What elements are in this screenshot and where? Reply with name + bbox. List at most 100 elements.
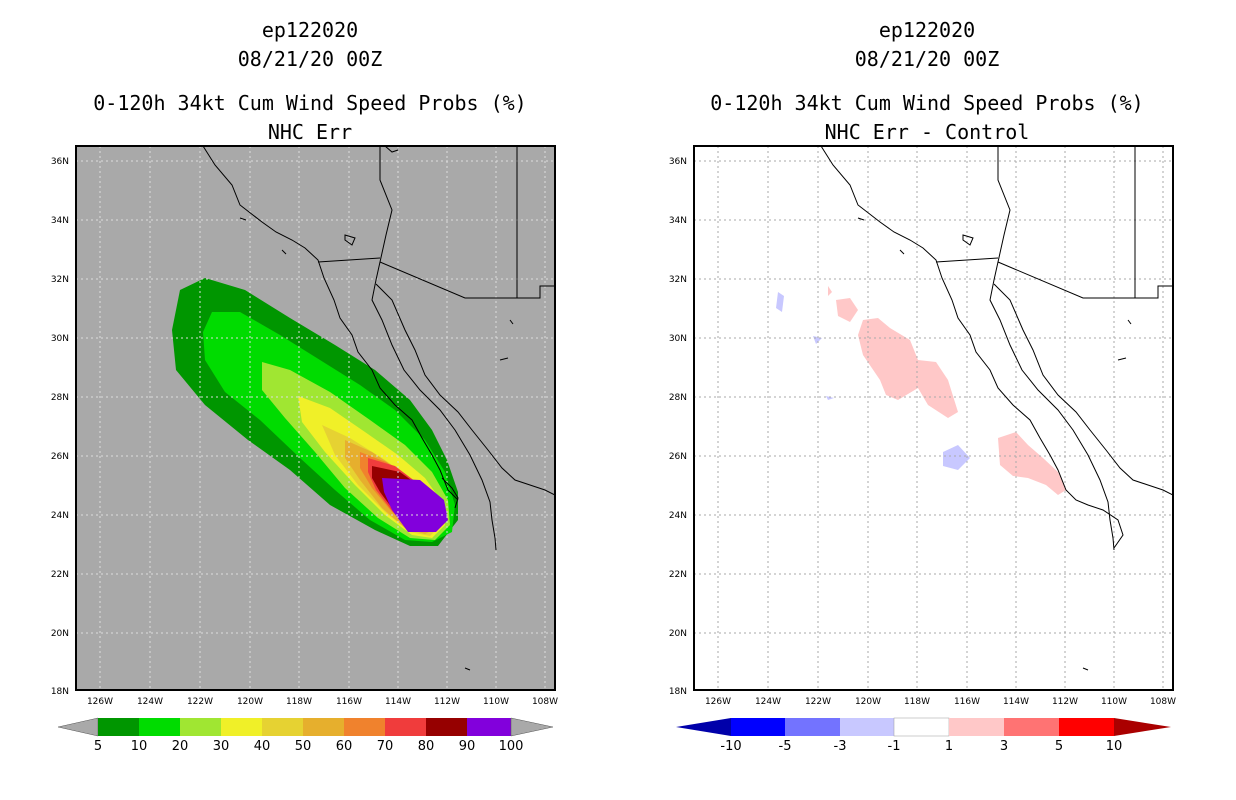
colorbar-label: 40	[254, 739, 271, 754]
colorbar-swatch	[385, 718, 426, 736]
right-map: 36N 34N 32N 30N 28N 26N 24N 22N 20N 18N …	[669, 145, 1176, 754]
colorbar-over-arrow	[1114, 718, 1171, 736]
right-colorbar: -10 -5 -3 -1 1 3 5 10	[676, 717, 1171, 754]
lat-label: 20N	[51, 629, 69, 639]
right-gridlines	[694, 146, 1173, 690]
lon-label: 112W	[434, 697, 460, 707]
colorbar-label: 100	[499, 739, 524, 754]
lon-label: 114W	[1003, 697, 1029, 707]
left-coastlines	[202, 146, 555, 671]
colorbar-label: 1	[945, 739, 953, 754]
right-storm-id: ep122020	[878, 18, 976, 42]
right-difference-contours	[776, 286, 1066, 495]
lat-label: 26N	[51, 452, 69, 462]
right-map-background	[694, 146, 1173, 690]
colorbar-swatch	[180, 718, 221, 736]
colorbar-label: 60	[336, 739, 353, 754]
colorbar-swatch	[467, 718, 511, 736]
colorbar-swatch	[949, 718, 1004, 736]
lat-label: 28N	[669, 393, 687, 403]
lat-label: 20N	[669, 629, 687, 639]
left-date: 08/21/20 00Z	[237, 47, 383, 71]
lat-label: 18N	[51, 687, 69, 697]
colorbar-label: 3	[1000, 739, 1008, 754]
right-subtitle: NHC Err - Control	[824, 120, 1030, 144]
colorbar-swatch	[98, 718, 139, 736]
lon-label: 112W	[1052, 697, 1078, 707]
positive-area	[998, 432, 1066, 495]
colorbar-label: 50	[295, 739, 312, 754]
lat-label: 36N	[669, 157, 687, 167]
lon-label: 124W	[755, 697, 781, 707]
lat-label: 36N	[51, 157, 69, 167]
colorbar-label: 90	[459, 739, 476, 754]
left-lat-axis: 36N 34N 32N 30N 28N 26N 24N 22N 20N 18N	[51, 157, 69, 697]
lon-label: 118W	[904, 697, 930, 707]
colorbar-swatch	[303, 718, 344, 736]
lat-label: 24N	[51, 511, 69, 521]
lat-label: 22N	[669, 570, 687, 580]
right-title: 0-120h 34kt Cum Wind Speed Probs (%)	[710, 91, 1144, 115]
colorbar-label: 10	[131, 739, 148, 754]
colorbar-label: 5	[94, 739, 102, 754]
colorbar-swatch	[1059, 718, 1114, 736]
negative-area	[776, 292, 784, 312]
colorbar-swatch	[344, 718, 385, 736]
colorbar-label: 30	[213, 739, 230, 754]
colorbar-swatch	[1004, 718, 1059, 736]
lon-label: 122W	[805, 697, 831, 707]
lon-label: 110W	[1101, 697, 1127, 707]
left-map: 36N 34N 32N 30N 28N 26N 24N 22N 20N 18N …	[51, 145, 558, 754]
positive-area	[858, 318, 958, 418]
lon-label: 126W	[87, 697, 113, 707]
lat-label: 30N	[669, 334, 687, 344]
colorbar-swatch	[426, 718, 467, 736]
lat-label: 24N	[669, 511, 687, 521]
lat-label: 26N	[669, 452, 687, 462]
lon-label: 116W	[336, 697, 362, 707]
lat-label: 32N	[669, 275, 687, 285]
colorbar-label: 10	[1106, 739, 1123, 754]
lon-label: 114W	[385, 697, 411, 707]
left-colorbar: 5 10 20 30 40 50 60 70 80 90 100	[57, 717, 554, 754]
right-date: 08/21/20 00Z	[854, 47, 1000, 71]
colorbar-under-arrow	[676, 718, 731, 736]
left-storm-id: ep122020	[261, 18, 359, 42]
colorbar-over-arrow	[510, 717, 554, 737]
left-probability-contours	[172, 278, 458, 546]
lon-label: 120W	[237, 697, 263, 707]
positive-area	[828, 286, 832, 296]
colorbar-label: -1	[888, 739, 901, 754]
colorbar-swatch	[785, 718, 840, 736]
colorbar-under-arrow	[57, 717, 99, 737]
lat-label: 28N	[51, 393, 69, 403]
colorbar-swatch	[840, 718, 894, 736]
left-title: 0-120h 34kt Cum Wind Speed Probs (%)	[93, 91, 527, 115]
colorbar-label: 80	[418, 739, 435, 754]
lon-label: 110W	[483, 697, 509, 707]
colorbar-label: -5	[779, 739, 792, 754]
colorbar-swatch	[262, 718, 303, 736]
lat-label: 34N	[669, 216, 687, 226]
colorbar-swatch	[893, 717, 950, 737]
lon-label: 108W	[1150, 697, 1176, 707]
right-coastlines	[820, 146, 1173, 671]
colorbar-swatch	[139, 718, 180, 736]
right-map-frame	[693, 145, 1174, 691]
lon-label: 116W	[954, 697, 980, 707]
lat-label: 18N	[669, 687, 687, 697]
lon-label: 108W	[532, 697, 558, 707]
colorbar-label: -3	[834, 739, 847, 754]
lat-label: 32N	[51, 275, 69, 285]
lon-label: 126W	[705, 697, 731, 707]
positive-area	[836, 298, 858, 322]
colorbar-label: 70	[377, 739, 394, 754]
colorbar-swatch	[221, 718, 262, 736]
lat-label: 30N	[51, 334, 69, 344]
left-lon-axis: 126W 124W 122W 120W 118W 116W 114W 112W …	[87, 697, 558, 707]
left-map-frame	[75, 145, 556, 691]
lon-label: 122W	[187, 697, 213, 707]
negative-area	[826, 396, 834, 400]
lon-label: 124W	[137, 697, 163, 707]
left-subtitle: NHC Err	[267, 120, 353, 144]
